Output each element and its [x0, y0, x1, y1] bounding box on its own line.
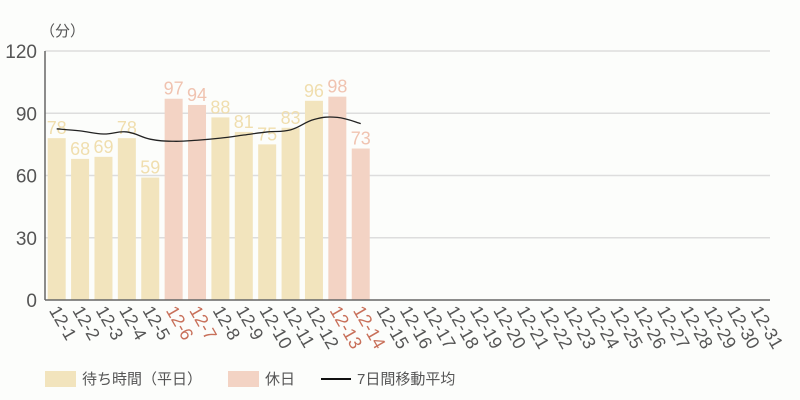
weekday-swatch-icon	[45, 370, 76, 387]
bar-value-label: 69	[93, 137, 113, 157]
holiday-bar	[164, 98, 183, 300]
y-tick-label: 90	[16, 104, 37, 125]
holiday-bar	[188, 104, 207, 300]
legend-label-moving-average: 7日間移動平均	[357, 371, 456, 388]
holiday-swatch-icon	[228, 370, 260, 387]
chart-legend: 待ち時間（平日） 休日 7日間移動平均	[45, 368, 481, 389]
weekday-bar	[258, 144, 277, 300]
bar-value-label: 59	[140, 158, 160, 178]
bar-value-label: 68	[70, 139, 90, 159]
weekday-bar	[281, 127, 300, 301]
bar-value-label: 94	[187, 85, 207, 105]
legend-label-weekday: 待ち時間（平日）	[82, 371, 203, 388]
weekday-bar	[47, 138, 66, 300]
bar-value-label: 73	[351, 129, 371, 149]
bar-value-label: 98	[327, 77, 347, 97]
bar-value-label: 78	[117, 118, 137, 138]
bar-value-label: 88	[210, 97, 230, 117]
holiday-bar	[328, 96, 347, 301]
bar-value-label: 78	[47, 118, 67, 138]
legend-item-weekday: 待ち時間（平日）	[45, 368, 202, 389]
bar-value-label: 83	[281, 108, 301, 128]
bar-value-label: 81	[234, 112, 254, 132]
weekday-bar	[211, 117, 230, 301]
weekday-bar	[117, 138, 136, 300]
legend-label-holiday: 休日	[265, 371, 296, 388]
y-axis-unit-label: （分）	[40, 23, 86, 40]
line-swatch-icon	[321, 377, 352, 380]
bar-value-label: 75	[257, 124, 277, 144]
weekday-bar	[141, 177, 160, 300]
bar-value-label: 96	[304, 81, 324, 101]
holiday-bar	[351, 148, 370, 300]
bar-value-label: 97	[164, 79, 184, 99]
y-tick-label: 120	[5, 42, 37, 63]
y-tick-label: 30	[16, 229, 37, 250]
y-tick-label: 0	[26, 291, 37, 312]
weekday-bar	[94, 156, 113, 300]
moving-average-line	[56, 116, 361, 142]
weekday-bar	[304, 100, 323, 300]
legend-item-moving-average: 7日間移動平均	[321, 368, 455, 389]
weekday-bar	[234, 131, 253, 300]
y-tick-label: 60	[16, 167, 37, 188]
legend-item-holiday: 休日	[228, 368, 295, 389]
weekday-bar	[71, 158, 90, 300]
